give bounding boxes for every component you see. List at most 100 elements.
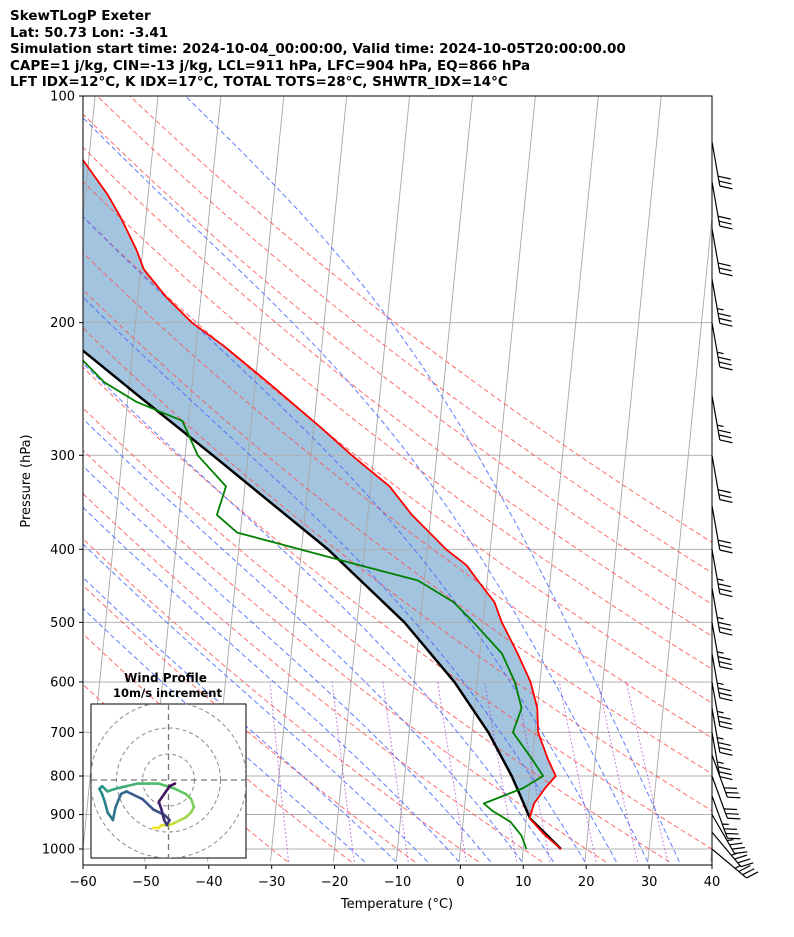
dry-adiabat — [129, 96, 712, 543]
hodograph-segment — [125, 782, 139, 788]
dry-adiabat — [83, 113, 712, 605]
moist-adiabat — [83, 465, 491, 863]
mixing-ratio-line — [269, 681, 290, 862]
dry-adiabat — [83, 251, 712, 739]
temperature-line — [83, 158, 562, 850]
wind-barb — [711, 775, 741, 820]
isotherm-line — [458, 96, 536, 862]
hodograph-segment — [141, 797, 155, 811]
wind-barb — [711, 587, 733, 636]
y-tick-label: 500 — [50, 616, 75, 631]
wind-barb — [711, 653, 733, 702]
cape-stats: CAPE=1 j/kg, CIN=-13 j/kg, LCL=911 hPa, … — [10, 57, 531, 74]
wind-barb — [711, 814, 748, 855]
wind-barb — [711, 395, 733, 444]
hodograph-segment — [157, 800, 163, 811]
x-tick-label: 20 — [578, 875, 595, 890]
mixing-ratio-line — [331, 681, 355, 862]
y-tick-label: 300 — [50, 449, 75, 464]
wind-barb — [711, 549, 733, 598]
wind-barb — [711, 848, 759, 879]
dry-adiabat — [83, 449, 606, 863]
x-tick-label: 40 — [704, 875, 721, 890]
cape-shaded-area — [83, 160, 556, 819]
chart-title: SkewTLogP Exeter — [10, 8, 151, 24]
y-tick-label: 900 — [50, 808, 75, 823]
wind-barb — [711, 681, 733, 730]
isotherm-line — [710, 844, 712, 862]
x-tick-label: −40 — [195, 875, 222, 890]
hodograph-segment — [173, 787, 188, 796]
hodograph-segment — [114, 784, 128, 791]
hodograph-segment — [111, 805, 117, 822]
hodograph-segment — [162, 784, 171, 796]
wind-barb — [711, 141, 733, 190]
y-tick-label: 200 — [50, 316, 75, 331]
hodograph-title: Wind Profile — [124, 671, 207, 685]
y-tick-label: 800 — [50, 770, 75, 785]
y-tick-label: 1000 — [42, 843, 75, 858]
dry-adiabat — [96, 96, 712, 574]
y-axis-label: Pressure (hPa) — [19, 434, 34, 527]
isotherm-line — [521, 96, 599, 862]
location-label: Lat: 50.73 Lon: -3.41 — [10, 24, 169, 41]
moist-adiabat — [83, 216, 617, 863]
x-tick-label: 0 — [456, 875, 464, 890]
wind-barb — [711, 831, 754, 868]
wind-barb — [711, 707, 733, 756]
wind-barb — [711, 455, 733, 504]
dewpoint-line — [83, 359, 544, 850]
isotherm-line — [584, 96, 662, 862]
x-tick-label: −60 — [69, 875, 96, 890]
moist-adiabat — [83, 296, 586, 863]
moist-adiabat — [83, 117, 649, 863]
wind-barb — [711, 732, 733, 781]
isotherm-line — [647, 212, 712, 862]
dry-adiabat — [83, 327, 712, 812]
hodograph-segment — [130, 792, 144, 801]
y-tick-label: 700 — [50, 726, 75, 741]
mixing-ratio-line — [558, 681, 597, 862]
moist-adiabat — [83, 362, 554, 863]
mixing-ratio-line — [382, 681, 409, 862]
time-label: Simulation start time: 2024-10-04_00:00:… — [10, 41, 626, 57]
hodograph-subtitle: 10m/s increment — [113, 686, 222, 700]
moist-adiabat — [83, 607, 366, 863]
mixing-ratio-line — [515, 681, 551, 862]
mixing-ratio-line — [597, 681, 639, 862]
wind-barb — [711, 181, 733, 230]
dry-adiabat — [83, 492, 543, 863]
wind-barb — [711, 228, 733, 277]
x-tick-label: −50 — [132, 875, 159, 890]
wind-barb — [711, 622, 733, 671]
hodograph-segment — [160, 808, 166, 822]
moist-adiabat — [185, 96, 680, 863]
dry-adiabat — [83, 366, 712, 850]
dry-adiabat — [83, 146, 712, 637]
moist-adiabat — [83, 543, 429, 863]
mixing-ratio-line — [625, 681, 669, 862]
mixing-ratio-line — [437, 681, 467, 862]
parcel-profile-line — [83, 349, 562, 850]
wind-barb — [711, 795, 741, 840]
wind-barb — [711, 322, 733, 371]
y-tick-label: 100 — [50, 90, 75, 105]
x-tick-label: 30 — [641, 875, 658, 890]
y-tick-label: 600 — [50, 675, 75, 690]
wind-barb — [711, 278, 733, 327]
hodograph-segment — [168, 782, 177, 788]
hodograph-segment — [103, 800, 109, 814]
hodograph-segment — [114, 792, 123, 809]
chart-title-block: SkewTLogP Exeter Lat: 50.73 Lon: -3.41 S… — [10, 8, 626, 91]
x-tick-label: 10 — [515, 875, 532, 890]
hodograph-segment — [189, 797, 196, 809]
isotherm-line — [332, 96, 411, 862]
dry-adiabat — [83, 289, 712, 775]
isotherm-line — [269, 96, 348, 862]
moist-adiabat — [83, 418, 523, 863]
moist-adiabat — [83, 506, 460, 863]
wind-barb — [711, 505, 733, 554]
dry-adiabat — [83, 180, 712, 670]
x-tick-label: −30 — [258, 875, 285, 890]
